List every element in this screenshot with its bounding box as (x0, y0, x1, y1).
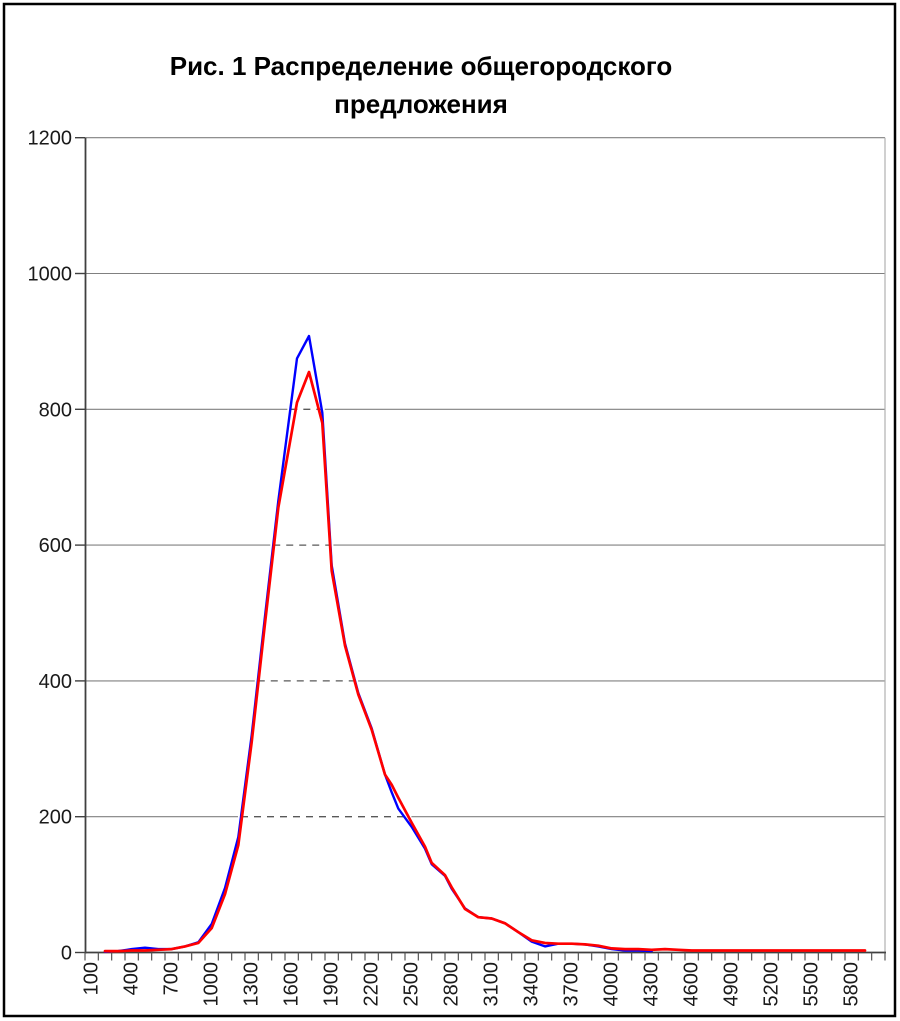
x-tick-label: 400 (121, 962, 143, 995)
plot-area: 0 200 400 600 800 1000 1200 100 400 700 1000 1300 16… (28, 128, 886, 1007)
x-tick-label: 4600 (681, 962, 703, 1007)
x-tick-label: 2200 (361, 962, 383, 1007)
x-tick-label: 4300 (641, 962, 663, 1007)
x-tick-label: 1600 (281, 962, 303, 1007)
x-tick-label: 5800 (841, 962, 863, 1007)
x-tick-label: 4000 (601, 962, 623, 1007)
series-blue-line (103, 334, 653, 953)
x-tick-label: 5200 (761, 962, 783, 1007)
x-tick-label: 3100 (481, 962, 503, 1007)
y-tick-label: 600 (39, 535, 72, 557)
x-tick-label: 2800 (441, 962, 463, 1007)
x-tick-label: 2500 (401, 962, 423, 1007)
y-tick-label: 0 (61, 943, 72, 965)
x-tick-label: 3400 (521, 962, 543, 1007)
y-tick-label: 400 (39, 671, 72, 693)
x-tick-label: 100 (81, 962, 103, 995)
chart-title-line1: Рис. 1 Распределение общегородского (170, 51, 673, 81)
y-tick-label: 200 (39, 807, 72, 829)
x-tick-label: 3700 (561, 962, 583, 1007)
chart-title-line2: предложения (334, 89, 508, 119)
y-tick-label: 800 (39, 399, 72, 421)
series-red-line (103, 370, 867, 953)
x-tick-label: 4900 (721, 962, 743, 1007)
x-tick-label: 1300 (241, 962, 263, 1007)
x-tick-label: 1000 (201, 962, 223, 1007)
y-tick-label: 1000 (28, 264, 73, 286)
x-tick-label: 1900 (321, 962, 343, 1007)
x-tick-label: 5500 (801, 962, 823, 1007)
y-tick-label: 1200 (28, 128, 73, 150)
x-tick-label: 700 (161, 962, 183, 995)
